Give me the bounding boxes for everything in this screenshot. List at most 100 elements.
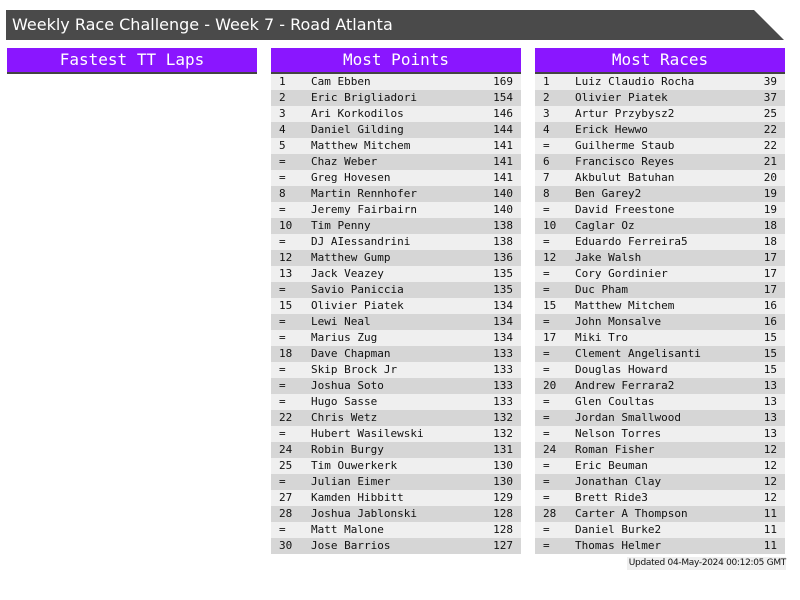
table-row: = Savio Paniccia 135 xyxy=(271,282,521,298)
rank: 1 xyxy=(279,75,286,88)
table-row: 8 Martin Rennhofer 140 xyxy=(271,186,521,202)
value: 141 xyxy=(493,139,513,152)
table-row: 20 Andrew Ferrara2 13 xyxy=(535,378,785,394)
value: 131 xyxy=(493,443,513,456)
driver-name: Ben Garey2 xyxy=(575,187,642,200)
table-row: 8 Ben Garey2 19 xyxy=(535,186,785,202)
value: 133 xyxy=(493,379,513,392)
value: 134 xyxy=(493,315,513,328)
value: 138 xyxy=(493,219,513,232)
rank: 20 xyxy=(543,379,557,392)
table-row: 12 Matthew Gump 136 xyxy=(271,250,521,266)
driver-name: Hugo Sasse xyxy=(311,395,378,408)
table-row: = Brett Ride3 12 xyxy=(535,490,785,506)
rank: 12 xyxy=(543,251,557,264)
value: 144 xyxy=(493,123,513,136)
driver-name: Jordan Smallwood xyxy=(575,411,681,424)
rank: 12 xyxy=(279,251,293,264)
table-row: 12 Jake Walsh 17 xyxy=(535,250,785,266)
value: 134 xyxy=(493,299,513,312)
rank: = xyxy=(279,171,286,184)
rank: 4 xyxy=(279,123,286,136)
value: 132 xyxy=(493,411,513,424)
rank: = xyxy=(543,139,550,152)
rank: = xyxy=(543,459,550,472)
driver-name: Lewi Neal xyxy=(311,315,371,328)
table-row: = Eric Beuman 12 xyxy=(535,458,785,474)
driver-name: Cory Gordinier xyxy=(575,267,668,280)
rank: = xyxy=(543,203,550,216)
rank: = xyxy=(543,395,550,408)
table-row: 15 Olivier Piatek 134 xyxy=(271,298,521,314)
table-row: = Matt Malone 128 xyxy=(271,522,521,538)
rank: 22 xyxy=(279,411,293,424)
value: 128 xyxy=(493,523,513,536)
rank: = xyxy=(543,475,550,488)
table-row: 2 Eric Brigliadori 154 xyxy=(271,90,521,106)
value: 135 xyxy=(493,267,513,280)
table-row: 4 Erick Hewwo 22 xyxy=(535,122,785,138)
value: 15 xyxy=(763,347,777,360)
rank: 5 xyxy=(279,139,286,152)
rank: = xyxy=(279,203,286,216)
driver-name: Jose Barrios xyxy=(311,539,391,552)
rank: 3 xyxy=(543,107,550,120)
driver-name: Francisco Reyes xyxy=(575,155,675,168)
rank: 15 xyxy=(543,299,557,312)
driver-name: Akbulut Batuhan xyxy=(575,171,675,184)
value: 136 xyxy=(493,251,513,264)
rank: 10 xyxy=(279,219,293,232)
driver-name: Olivier Piatek xyxy=(311,299,404,312)
table-row: = Cory Gordinier 17 xyxy=(535,266,785,282)
rank: 24 xyxy=(543,443,557,456)
table-row: = Lewi Neal 134 xyxy=(271,314,521,330)
driver-name: Jonathan Clay xyxy=(575,475,662,488)
value: 22 xyxy=(763,139,777,152)
table-row: = Julian Eimer 130 xyxy=(271,474,521,490)
table-row: 3 Ari Korkodilos 146 xyxy=(271,106,521,122)
driver-name: Eric Beuman xyxy=(575,459,648,472)
most-races-panel: Most Races 1 Luiz Claudio Rocha 39 2 Olivier… xyxy=(535,48,785,554)
driver-name: Carter A Thompson xyxy=(575,507,688,520)
table-row: = Thomas Helmer 11 xyxy=(535,538,785,554)
value: 138 xyxy=(493,235,513,248)
value: 133 xyxy=(493,363,513,376)
rank: 27 xyxy=(279,491,293,504)
table-row: 27 Kamden Hibbitt 129 xyxy=(271,490,521,506)
value: 11 xyxy=(763,539,777,552)
driver-name: Robin Burgy xyxy=(311,443,384,456)
table-row: = Greg Hovesen 141 xyxy=(271,170,521,186)
driver-name: Dave Chapman xyxy=(311,347,391,360)
driver-name: Daniel Burke2 xyxy=(575,523,662,536)
driver-name: Olivier Piatek xyxy=(575,91,668,104)
rank: 28 xyxy=(279,507,293,520)
value: 15 xyxy=(763,331,777,344)
rank: 10 xyxy=(543,219,557,232)
table-row: = Hugo Sasse 133 xyxy=(271,394,521,410)
rank: 28 xyxy=(543,507,557,520)
driver-name: Tim Penny xyxy=(311,219,371,232)
driver-name: Kamden Hibbitt xyxy=(311,491,404,504)
table-row: = Clement Angelisanti 15 xyxy=(535,346,785,362)
table-row: 24 Robin Burgy 131 xyxy=(271,442,521,458)
driver-name: Julian Eimer xyxy=(311,475,391,488)
driver-name: Greg Hovesen xyxy=(311,171,391,184)
rank: = xyxy=(543,315,550,328)
value: 13 xyxy=(763,427,777,440)
driver-name: Roman Fisher xyxy=(575,443,655,456)
value: 37 xyxy=(763,91,777,104)
rank: = xyxy=(279,395,286,408)
table-row: = Hubert Wasilewski 132 xyxy=(271,426,521,442)
table-row: 30 Jose Barrios 127 xyxy=(271,538,521,554)
value: 13 xyxy=(763,379,777,392)
value: 13 xyxy=(763,411,777,424)
value: 12 xyxy=(763,491,777,504)
driver-name: Erick Hewwo xyxy=(575,123,648,136)
driver-name: Matt Malone xyxy=(311,523,384,536)
table-row: 24 Roman Fisher 12 xyxy=(535,442,785,458)
value: 129 xyxy=(493,491,513,504)
table-row: 1 Luiz Claudio Rocha 39 xyxy=(535,74,785,90)
table-row: 28 Carter A Thompson 11 xyxy=(535,506,785,522)
table-row: = Skip Brock Jr 133 xyxy=(271,362,521,378)
value: 140 xyxy=(493,187,513,200)
